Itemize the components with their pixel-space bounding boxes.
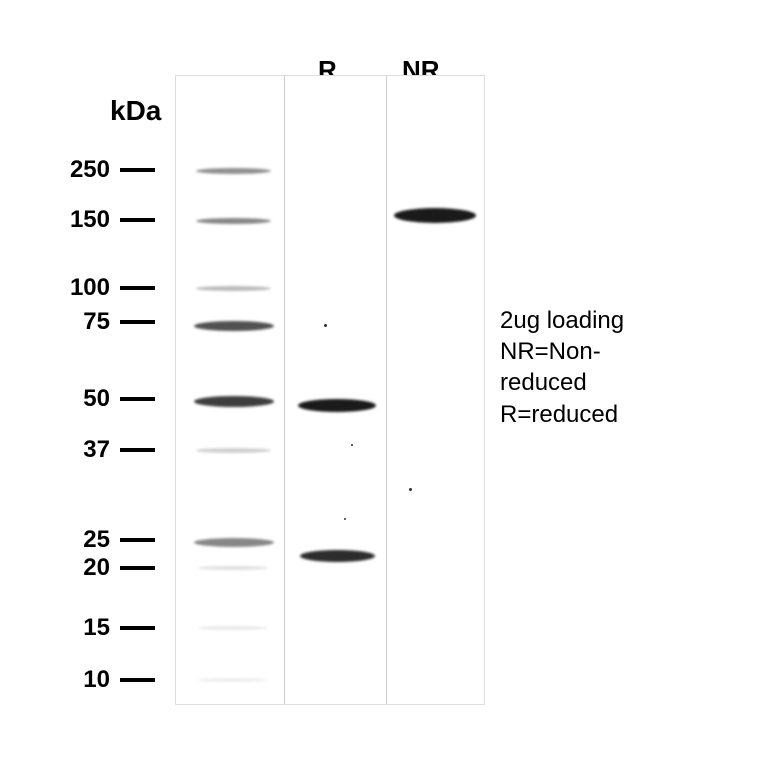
ladder-band-7 bbox=[198, 566, 268, 570]
annotation-block: 2ug loading NR=Non- reduced R=reduced bbox=[500, 305, 624, 430]
annotation-line1: 2ug loading bbox=[500, 305, 624, 336]
gel-image-container: kDa R NR 25015010075503725201510 2ug loa… bbox=[0, 0, 764, 764]
speck-3 bbox=[344, 518, 346, 520]
axis-label: kDa bbox=[110, 95, 161, 127]
mw-tick-250 bbox=[120, 168, 155, 172]
mw-label-75: 75 bbox=[60, 308, 110, 336]
speck-1 bbox=[351, 444, 353, 446]
mw-label-10: 10 bbox=[60, 666, 110, 694]
mw-label-100: 100 bbox=[60, 274, 110, 302]
R-band-1 bbox=[300, 550, 375, 562]
gel-area bbox=[175, 75, 485, 705]
mw-tick-10 bbox=[120, 678, 155, 682]
ladder-band-8 bbox=[198, 626, 268, 630]
ladder-band-6 bbox=[194, 538, 274, 547]
annotation-line3: reduced bbox=[500, 367, 624, 398]
mw-tick-20 bbox=[120, 566, 155, 570]
ladder-band-9 bbox=[198, 678, 268, 682]
lane-divider-1 bbox=[284, 76, 285, 704]
speck-2 bbox=[409, 488, 412, 491]
mw-label-15: 15 bbox=[60, 614, 110, 642]
mw-tick-150 bbox=[120, 218, 155, 222]
lane-divider-2 bbox=[386, 76, 387, 704]
mw-label-25: 25 bbox=[60, 526, 110, 554]
mw-tick-50 bbox=[120, 397, 155, 401]
mw-tick-37 bbox=[120, 448, 155, 452]
mw-label-50: 50 bbox=[60, 385, 110, 413]
mw-tick-75 bbox=[120, 320, 155, 324]
ladder-band-4 bbox=[194, 396, 274, 407]
ladder-band-5 bbox=[196, 448, 271, 453]
ladder-band-3 bbox=[194, 321, 274, 331]
mw-tick-15 bbox=[120, 626, 155, 630]
R-band-0 bbox=[298, 399, 376, 412]
annotation-line2: NR=Non- bbox=[500, 336, 624, 367]
NR-band-0 bbox=[394, 208, 476, 223]
ladder-band-0 bbox=[196, 168, 271, 174]
mw-tick-100 bbox=[120, 286, 155, 290]
annotation-line4: R=reduced bbox=[500, 399, 624, 430]
mw-label-250: 250 bbox=[60, 156, 110, 184]
mw-label-37: 37 bbox=[60, 436, 110, 464]
ladder-band-2 bbox=[196, 286, 271, 291]
speck-0 bbox=[324, 324, 327, 327]
mw-label-150: 150 bbox=[60, 206, 110, 234]
ladder-band-1 bbox=[196, 218, 271, 224]
mw-label-20: 20 bbox=[60, 554, 110, 582]
mw-tick-25 bbox=[120, 538, 155, 542]
